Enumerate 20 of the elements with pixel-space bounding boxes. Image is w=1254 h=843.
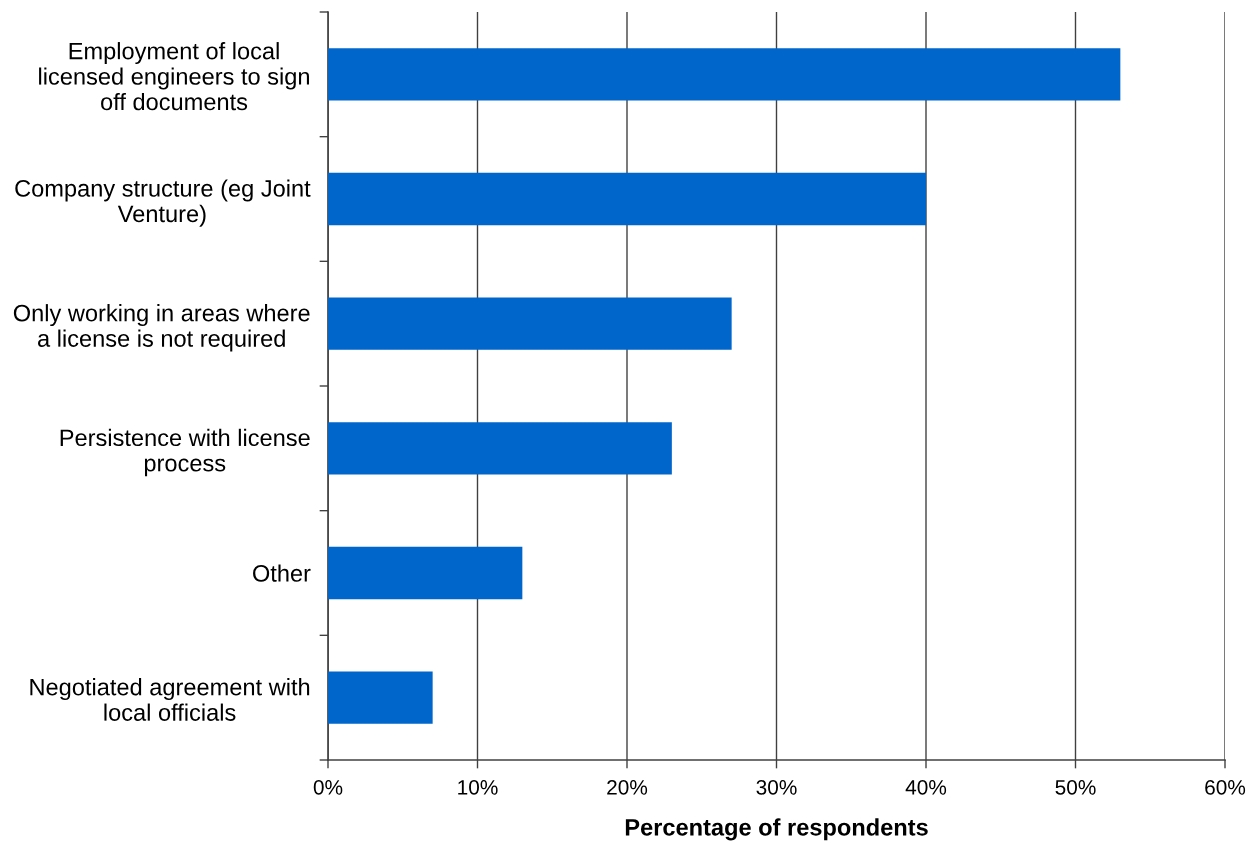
x-tick-label: 10% [458, 779, 498, 795]
y-tick-label: Company structure (eg Joint Venture) [15, 179, 311, 227]
y-tick-label: Negotiated agreement with local officials [30, 678, 310, 721]
bar [328, 422, 672, 475]
bar [328, 671, 433, 724]
y-tick-label: Only working in areas where a license is not required [13, 304, 310, 352]
y-tick-label: Persistence with license process [60, 428, 310, 477]
bar [328, 48, 1121, 101]
x-tick-label: 0% [313, 779, 343, 795]
bar [328, 172, 926, 226]
x-tick-label: 40% [905, 779, 947, 795]
bar [328, 546, 523, 600]
x-tick-label: 60% [1205, 779, 1246, 795]
y-tick-label: Other [253, 564, 311, 582]
bar [328, 297, 732, 350]
x-tick-label: 30% [756, 779, 797, 795]
x-tick-label: 20% [607, 779, 648, 795]
x-tick-label: 50% [1055, 779, 1096, 795]
x-axis-title: Percentage of respondents [625, 818, 928, 841]
y-tick-label: Employment of local licensed engineers to sign off documents [39, 42, 309, 111]
